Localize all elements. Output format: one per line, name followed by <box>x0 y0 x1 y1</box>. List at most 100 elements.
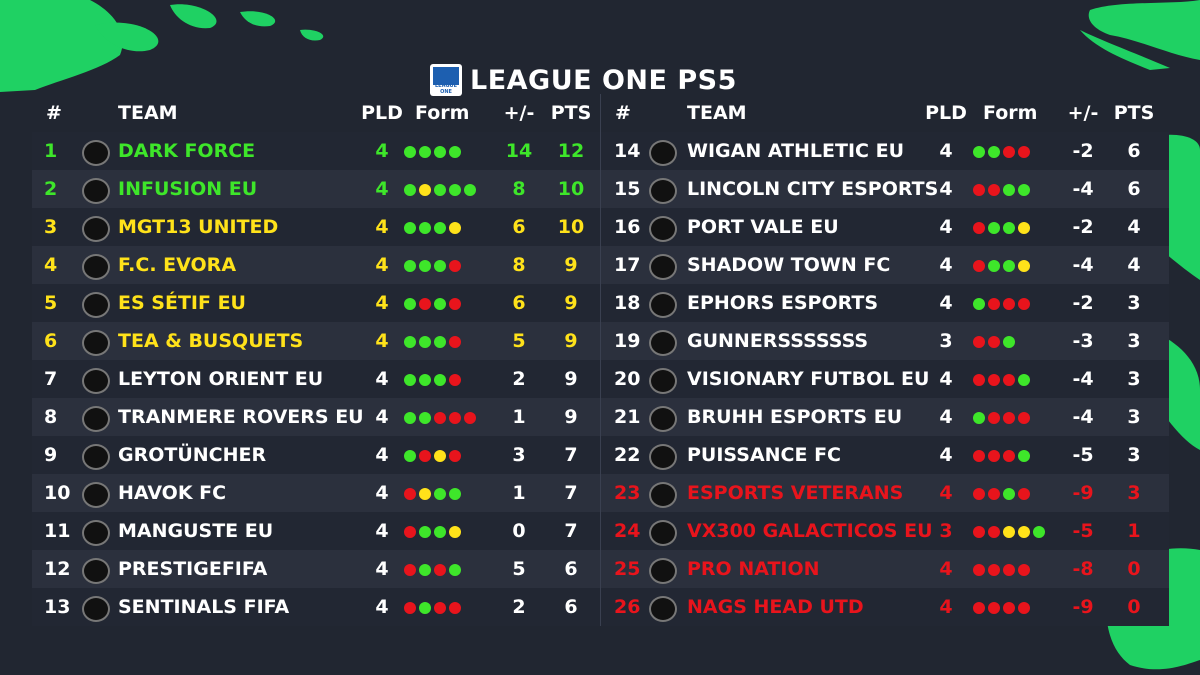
table-row[interactable]: 15 LINCOLN CITY ESPORTS 4 -4 6 <box>601 170 1169 208</box>
form-dot-icon <box>419 183 431 196</box>
table-row[interactable]: 26 NAGS HEAD UTD 4 -9 0 <box>601 588 1169 626</box>
team-name: VISIONARY FUTBOL EU <box>687 368 930 390</box>
form-dot-icon <box>434 297 446 310</box>
form-dot-icon <box>419 563 431 576</box>
table-row[interactable]: 17 SHADOW TOWN FC 4 -4 4 <box>601 246 1169 284</box>
form-dot-icon <box>404 297 416 310</box>
team-position: 16 <box>614 216 641 238</box>
team-name: PORT VALE EU <box>687 216 839 238</box>
table-row[interactable]: 6 TEA & BUSQUETS 4 5 9 <box>32 322 600 360</box>
table-row[interactable]: 4 F.C. EVORA 4 8 9 <box>32 246 600 284</box>
team-goal-difference: 5 <box>512 558 526 580</box>
form-dot-icon <box>988 373 1000 386</box>
form-dot-icon <box>988 411 1000 424</box>
evora-crest-icon <box>82 254 110 280</box>
table-row[interactable]: 20 VISIONARY FUTBOL EU 4 -4 3 <box>601 360 1169 398</box>
ephors-crest-icon <box>649 292 677 318</box>
team-position: 20 <box>614 368 641 390</box>
team-played: 4 <box>375 368 389 390</box>
form-dot-icon <box>1003 411 1015 424</box>
table-row[interactable]: 11 MANGUSTE EU 4 0 7 <box>32 512 600 550</box>
team-form <box>404 208 464 246</box>
table-row[interactable]: 22 PUISSANCE FC 4 -5 3 <box>601 436 1169 474</box>
team-goal-difference: -4 <box>1072 178 1094 200</box>
team-played: 4 <box>939 444 953 466</box>
team-form <box>973 398 1033 436</box>
team-points: 3 <box>1127 368 1141 390</box>
table-row[interactable]: 3 MGT13 UNITED 4 6 10 <box>32 208 600 246</box>
table-row[interactable]: 9 GROTÜNCHER 4 3 7 <box>32 436 600 474</box>
table-row[interactable]: 12 PRESTIGEFIFA 4 5 6 <box>32 550 600 588</box>
form-dot-icon <box>988 259 1000 272</box>
team-name: LINCOLN CITY ESPORTS <box>687 178 939 200</box>
table-row[interactable]: 10 HAVOK FC 4 1 7 <box>32 474 600 512</box>
standings-table-right: # TEAM PLD Form +/- PTS 14 WIGAN ATHLETIC EU 4 -2… <box>600 94 1169 626</box>
form-dot-icon <box>449 525 461 538</box>
team-position: 4 <box>44 254 58 276</box>
table-row[interactable]: 24 VX300 GALACTICOS EU 3 -5 1 <box>601 512 1169 550</box>
team-points: 0 <box>1127 558 1141 580</box>
header-pts: PTS <box>1113 102 1155 124</box>
table-row[interactable]: 16 PORT VALE EU 4 -2 4 <box>601 208 1169 246</box>
form-dot-icon <box>419 259 431 272</box>
team-goal-difference: 6 <box>512 216 526 238</box>
team-played: 4 <box>939 216 953 238</box>
veterans-crest-icon <box>649 482 677 508</box>
header-diff: +/- <box>1067 102 1099 124</box>
team-points: 1 <box>1127 520 1141 542</box>
header-pld: PLD <box>925 102 967 124</box>
es-setif-crest-icon <box>82 292 110 318</box>
team-played: 4 <box>939 292 953 314</box>
team-position: 5 <box>44 292 58 314</box>
form-dot-icon <box>434 487 446 500</box>
header-pld: PLD <box>361 102 403 124</box>
team-played: 4 <box>375 254 389 276</box>
table-row[interactable]: 23 ESPORTS VETERANS 4 -9 3 <box>601 474 1169 512</box>
team-position: 21 <box>614 406 641 428</box>
team-name: INFUSION EU <box>118 178 258 200</box>
table-row[interactable]: 19 GUNNERSSSSSSS 3 -3 3 <box>601 322 1169 360</box>
table-row[interactable]: 14 WIGAN ATHLETIC EU 4 -2 6 <box>601 132 1169 170</box>
form-dot-icon <box>988 487 1000 500</box>
leyton-orient-crest-icon <box>82 368 110 394</box>
team-played: 4 <box>375 406 389 428</box>
table-row[interactable]: 5 ES SÉTIF EU 4 6 9 <box>32 284 600 322</box>
table-row[interactable]: 1 DARK FORCE 4 14 12 <box>32 132 600 170</box>
header-pos: # <box>615 102 631 124</box>
team-name: EPHORS ESPORTS <box>687 292 879 314</box>
team-goal-difference: -5 <box>1072 444 1094 466</box>
team-position: 25 <box>614 558 641 580</box>
team-name: TRANMERE ROVERS EU <box>118 406 364 428</box>
team-goal-difference: 1 <box>512 482 526 504</box>
team-form <box>973 588 1033 626</box>
form-dot-icon <box>973 297 985 310</box>
form-dot-icon <box>404 259 416 272</box>
team-points: 9 <box>564 368 578 390</box>
lincoln-crest-icon <box>649 178 677 204</box>
team-position: 9 <box>44 444 58 466</box>
team-points: 10 <box>557 178 585 200</box>
table-header-row: # TEAM PLD Form +/- PTS <box>601 94 1169 132</box>
form-dot-icon <box>1018 373 1030 386</box>
header-pos: # <box>46 102 62 124</box>
team-goal-difference: 1 <box>512 406 526 428</box>
table-row[interactable]: 7 LEYTON ORIENT EU 4 2 9 <box>32 360 600 398</box>
form-dot-icon <box>973 183 985 196</box>
table-row[interactable]: 18 EPHORS ESPORTS 4 -2 3 <box>601 284 1169 322</box>
team-played: 4 <box>939 482 953 504</box>
form-dot-icon <box>988 525 1000 538</box>
table-body: 14 WIGAN ATHLETIC EU 4 -2 6 15 LINCOLN CITY ES… <box>601 132 1169 626</box>
paint-splash-top-right-icon <box>1080 0 1200 70</box>
form-dot-icon <box>1003 145 1015 158</box>
infusion-crest-icon <box>82 178 110 204</box>
table-row[interactable]: 21 BRUHH ESPORTS EU 4 -4 3 <box>601 398 1169 436</box>
table-row[interactable]: 8 TRANMERE ROVERS EU 4 1 9 <box>32 398 600 436</box>
form-dot-icon <box>404 373 416 386</box>
form-dot-icon <box>404 411 416 424</box>
form-dot-icon <box>1018 601 1030 614</box>
table-row[interactable]: 13 SENTINALS FIFA 4 2 6 <box>32 588 600 626</box>
team-played: 4 <box>375 216 389 238</box>
table-row[interactable]: 2 INFUSION EU 4 8 10 <box>32 170 600 208</box>
table-row[interactable]: 25 PRO NATION 4 -8 0 <box>601 550 1169 588</box>
league-one-logo-text: LEAGUE ONE <box>434 83 458 95</box>
